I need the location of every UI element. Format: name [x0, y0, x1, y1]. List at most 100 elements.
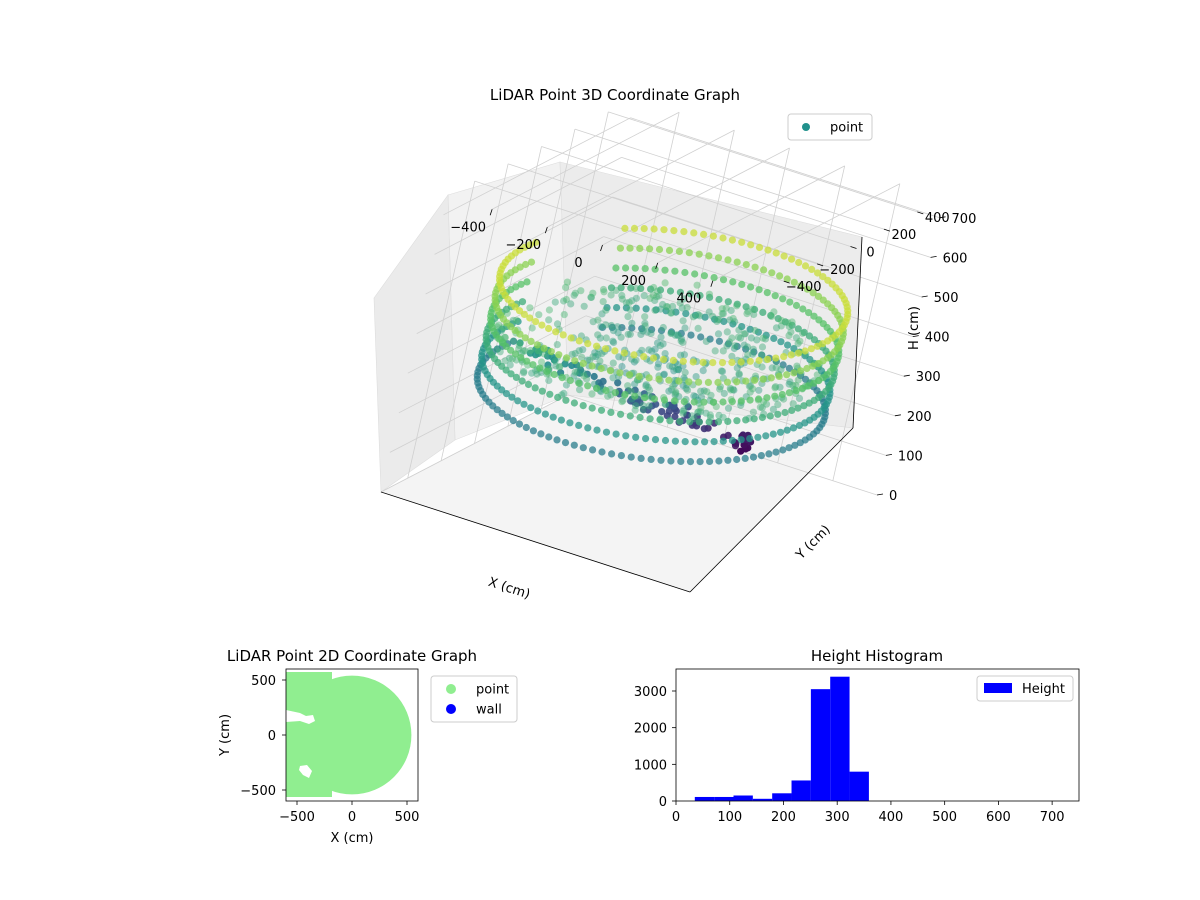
y-axis-line [689, 427, 854, 593]
lidar-point-3d [749, 453, 758, 461]
lidar-point-3d [801, 262, 810, 270]
lidar-point-3d [571, 289, 580, 297]
lidar-point-3d [626, 244, 634, 252]
grid-line-y-left [407, 181, 476, 479]
lidar-point-3d [521, 334, 529, 342]
lidar-point-3d [772, 324, 781, 332]
lidar-point-3d [528, 369, 536, 377]
lidar-point-3d [509, 316, 517, 324]
lidar-point-3d [660, 371, 668, 379]
lidar-point-3d [571, 357, 579, 365]
z-tick-3d [885, 454, 892, 456]
lidar-point-3d [615, 353, 623, 361]
lidar-point-3d [757, 452, 766, 460]
lidar-point-3d [788, 318, 796, 326]
lidar-point-3d [691, 311, 700, 319]
lidar-point-3d [810, 336, 819, 344]
lidar-point-3d [554, 393, 562, 401]
lidar-point-3d [658, 408, 666, 416]
lidar-point-3d [776, 272, 784, 280]
lidar-point-3d [744, 307, 752, 315]
histogram-x-tick-label: 700 [1040, 810, 1065, 825]
lidar-point-3d [657, 305, 665, 313]
lidar-point-3d [534, 407, 542, 415]
lidar-point-3d [617, 284, 625, 292]
histogram-y-tick-label: 3000 [634, 685, 667, 700]
chart-2d: LiDAR Point 2D Coordinate Graph −500 0 500… [218, 647, 518, 846]
lidar-point-3d [724, 256, 732, 264]
lidar-point-3d [696, 312, 704, 320]
lidar-point-3d [728, 358, 736, 366]
lidar-point-3d [538, 321, 546, 329]
lidar-point-3d [608, 323, 616, 331]
lidar-point-3d [612, 430, 620, 438]
lidar-point-3d [526, 346, 535, 355]
lidar-point-3d [661, 350, 669, 358]
lidar-point-3d [686, 458, 695, 466]
lidar-point-3d [520, 367, 528, 376]
lidar-point-3d [787, 328, 795, 336]
z-axis-label-3d: H (cm) [907, 306, 922, 350]
legend-histogram: Height [976, 675, 1074, 702]
lidar-point-3d [780, 353, 788, 361]
lidar-point-3d [746, 396, 754, 404]
lidar-point-3d [598, 350, 606, 358]
lidar-point-3d [668, 363, 677, 371]
lidar-point-3d [689, 313, 697, 321]
lidar-point-3d [695, 408, 703, 416]
lidar-point-3d [731, 442, 740, 450]
z-tick-label-3d: 600 [943, 251, 968, 266]
lidar-point-3d [760, 266, 768, 274]
lidar-point-3d [660, 396, 669, 404]
lidar-point-3d [814, 269, 822, 277]
lidar-point-3d [523, 278, 531, 286]
lidar-point-3d [671, 412, 679, 421]
lidar-point-3d [649, 354, 658, 362]
lidar-point-3d [805, 309, 813, 317]
lidar-point-3d [702, 337, 710, 345]
lidar-point-3d [628, 324, 636, 332]
lidar-point-3d [562, 396, 570, 404]
lidar-point-3d [700, 387, 708, 395]
lidar-point-3d [651, 345, 659, 353]
lidar-point-3d [763, 289, 771, 297]
lidar-point-3d [620, 349, 628, 357]
lidar-point-3d [785, 331, 793, 340]
lidar-point-3d [651, 296, 659, 304]
z-tick-3d [903, 374, 910, 377]
lidar-point-3d [794, 349, 803, 357]
lidar-point-3d [579, 369, 587, 377]
grid-line-z-left [407, 275, 595, 374]
lidar-point-3d [734, 333, 743, 341]
lidar-point-3d [740, 330, 748, 338]
lidar-point-3d [705, 252, 713, 260]
lidar-point-3d [597, 406, 606, 414]
lidar-point-3d [625, 371, 634, 379]
lidar-point-3d [724, 298, 732, 306]
lidar-point-3d [715, 295, 723, 304]
lidar-point-3d [562, 295, 571, 304]
lidar-point-3d [686, 418, 694, 426]
lidar-point-3d [595, 379, 603, 387]
lidar-point-3d [641, 265, 649, 273]
lidar-point-3d [746, 325, 754, 333]
lidar-point-3d [744, 351, 752, 359]
lidar-point-3d [762, 400, 771, 408]
lidar-point-3d [638, 325, 646, 333]
lidar-point-3d [571, 368, 579, 376]
lidar-point-3d [543, 367, 551, 375]
lidar-point-3d [784, 341, 792, 349]
lidar-point-3d [540, 350, 548, 358]
lidar-point-3d [813, 371, 821, 379]
lidar-point-3d [529, 427, 538, 435]
lidar-point-3d [731, 342, 739, 350]
lidar-point-3d [602, 321, 610, 329]
lidar-point-3d [667, 386, 676, 394]
lidar-point-3d [710, 438, 718, 446]
lidar-point-3d [772, 354, 780, 362]
legend-3d-marker [802, 123, 810, 131]
lidar-point-3d [724, 404, 733, 412]
lidar-point-3d [764, 246, 772, 254]
lidar-point-3d [632, 402, 640, 410]
histogram-bar [733, 795, 753, 801]
